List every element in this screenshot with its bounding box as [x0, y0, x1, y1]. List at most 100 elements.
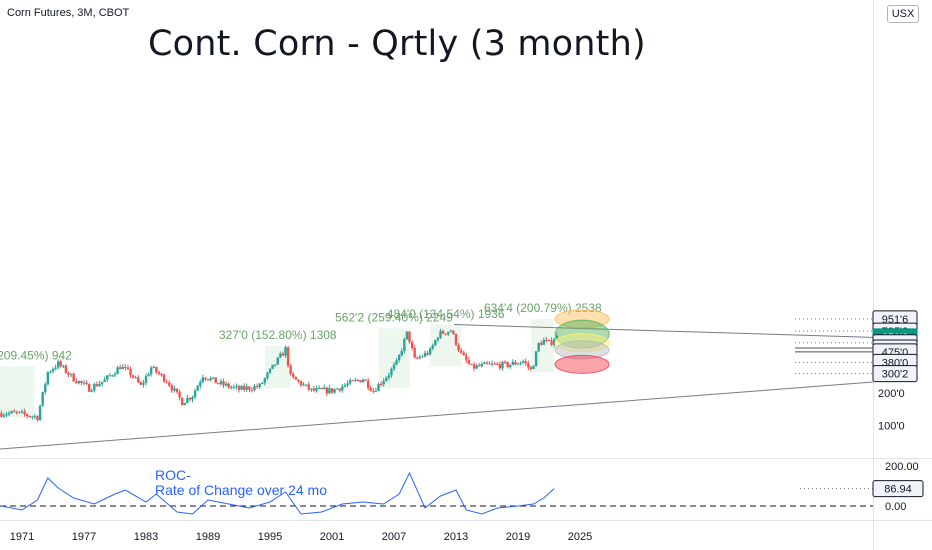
- candle-98: [253, 383, 256, 392]
- candle-10: [25, 413, 29, 419]
- candle-body: [348, 380, 352, 384]
- candle-body: [423, 352, 427, 357]
- candle-body: [263, 378, 267, 383]
- candle-body: [209, 378, 212, 381]
- candle-body: [390, 368, 393, 376]
- candle-body: [113, 374, 117, 376]
- candle-199: [514, 359, 517, 366]
- candle-8: [20, 409, 24, 414]
- candle-body: [385, 377, 388, 381]
- price-tag-7: 300'2: [872, 365, 918, 383]
- candle-body: [44, 384, 47, 392]
- projection-box-3: [430, 324, 462, 367]
- candle-body: [271, 364, 274, 369]
- candle-body: [328, 388, 331, 394]
- candle-145: [374, 387, 378, 393]
- candle-159: [410, 340, 414, 351]
- candle-body: [330, 388, 334, 393]
- candle-193: [498, 361, 502, 371]
- candle-body: [457, 344, 460, 351]
- candle-32: [82, 379, 86, 386]
- candle-body: [121, 366, 124, 369]
- candle-body: [317, 387, 321, 389]
- candle-0: [0, 410, 3, 418]
- candle-56: [144, 373, 148, 386]
- candle-13: [33, 413, 37, 420]
- candle-body: [7, 412, 11, 415]
- x-tick-3: 1989: [196, 531, 220, 543]
- candle-110: [284, 345, 287, 358]
- candle-body: [400, 351, 403, 355]
- candle-body: [361, 379, 365, 383]
- projection-label-0: 635'4 (209.45%) 942: [0, 348, 72, 362]
- candle-body: [480, 363, 484, 367]
- candle-177: [457, 342, 460, 353]
- projection-box-1: [264, 345, 291, 389]
- candle-38: [98, 381, 101, 387]
- candle-body: [188, 397, 192, 400]
- candle-122: [315, 385, 318, 393]
- candle-180: [465, 352, 468, 363]
- candle-body: [100, 381, 104, 384]
- candle-186: [480, 361, 484, 368]
- candle-100: [258, 382, 261, 390]
- roc-label: ROC- Rate of Change over 24 mo: [155, 468, 327, 498]
- candle-24: [62, 364, 65, 369]
- candle-169: [436, 336, 440, 342]
- candle-22: [56, 359, 60, 370]
- candle-101: [261, 381, 264, 385]
- candle-body: [465, 355, 468, 361]
- candle-body: [51, 369, 55, 372]
- candle-132: [341, 383, 344, 393]
- candle-body: [139, 382, 143, 385]
- chart-title: Cont. Corn - Qrtly (3 month): [148, 24, 646, 64]
- candle-20: [51, 367, 55, 374]
- candle-61: [157, 370, 161, 376]
- candle-body: [165, 381, 168, 383]
- y-tick-8: 200'0: [878, 388, 905, 400]
- candle-209: [540, 340, 543, 346]
- candle-body: [54, 367, 57, 370]
- candle-body: [454, 334, 458, 345]
- candle-body: [534, 351, 538, 367]
- candle-body: [23, 411, 26, 415]
- candle-128: [330, 388, 334, 394]
- candle-body: [170, 385, 174, 391]
- candle-body: [467, 360, 471, 364]
- candle-body: [255, 386, 259, 388]
- candle-body: [191, 397, 194, 400]
- candle-173: [447, 331, 450, 337]
- candle-body: [416, 357, 419, 359]
- candle-body: [343, 385, 347, 387]
- candle-body: [46, 371, 50, 385]
- candle-58: [149, 365, 153, 377]
- candle-120: [310, 388, 313, 393]
- candle-95: [245, 383, 248, 392]
- candle-body: [103, 379, 106, 382]
- candle-171: [441, 329, 445, 335]
- candle-body: [555, 335, 558, 340]
- candle-body: [304, 384, 308, 386]
- candle-123: [317, 385, 321, 389]
- roc-current-tag: 86.94: [872, 480, 924, 498]
- candle-body: [235, 386, 238, 388]
- candle-body: [475, 365, 478, 369]
- candle-body: [67, 372, 70, 375]
- candle-147: [379, 381, 383, 387]
- candle-154: [397, 353, 401, 363]
- candle-170: [439, 328, 442, 339]
- candle-82: [211, 377, 215, 380]
- candle-body: [325, 387, 329, 394]
- candle-body: [82, 382, 86, 384]
- candle-body: [374, 391, 378, 393]
- candle-body: [439, 331, 442, 338]
- candle-body: [147, 374, 150, 377]
- candle-103: [266, 371, 269, 381]
- candle-131: [338, 388, 341, 393]
- currency-button[interactable]: USX: [887, 5, 919, 23]
- candle-body: [162, 374, 166, 382]
- candle-body: [472, 364, 476, 369]
- candle-45: [116, 365, 119, 375]
- candle-body: [351, 380, 354, 382]
